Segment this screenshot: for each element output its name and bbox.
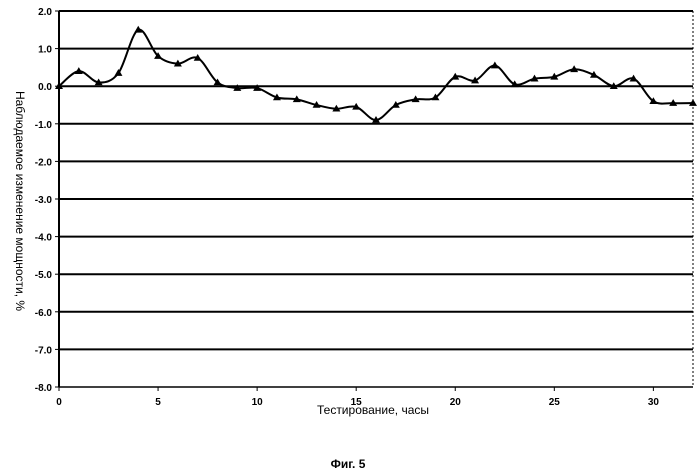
y-tick-label: 2.0 [38, 7, 52, 18]
figure-caption: Фиг. 5 [331, 457, 366, 471]
y-tick-label: 0.0 [38, 82, 52, 93]
y-tick-label: -8.0 [35, 383, 53, 394]
y-tick-label: -3.0 [35, 195, 53, 206]
y-tick-label: -4.0 [35, 233, 53, 244]
series-line [59, 30, 693, 120]
series-markers [55, 26, 697, 123]
y-tick-label: 1.0 [38, 45, 52, 56]
y-tick-label: -2.0 [35, 157, 53, 168]
y-axis-title: Наблюдаемое изменение мощности, % [13, 91, 27, 311]
y-tick-label: -6.0 [35, 308, 53, 319]
grid-lines [59, 11, 693, 349]
x-axis-title: Тестирование, часы [317, 403, 429, 417]
y-tick-label: -1.0 [35, 120, 53, 131]
x-tick-label: 25 [549, 397, 561, 408]
data-point [491, 62, 499, 69]
x-tick-label: 10 [252, 397, 264, 408]
y-ticks: 2.0 1.0 0.0 -1.0 -2.0 -3.0 -4.0 -5.0 -6.0 -7.0 -8.… [35, 7, 59, 394]
data-point [75, 67, 83, 74]
y-tick-label: -7.0 [35, 345, 53, 356]
y-tick-label: -5.0 [35, 270, 53, 281]
x-tick-label: 30 [648, 397, 660, 408]
x-tick-label: 20 [450, 397, 462, 408]
x-tick-label: 5 [155, 397, 161, 408]
x-tick-label: 0 [56, 397, 62, 408]
